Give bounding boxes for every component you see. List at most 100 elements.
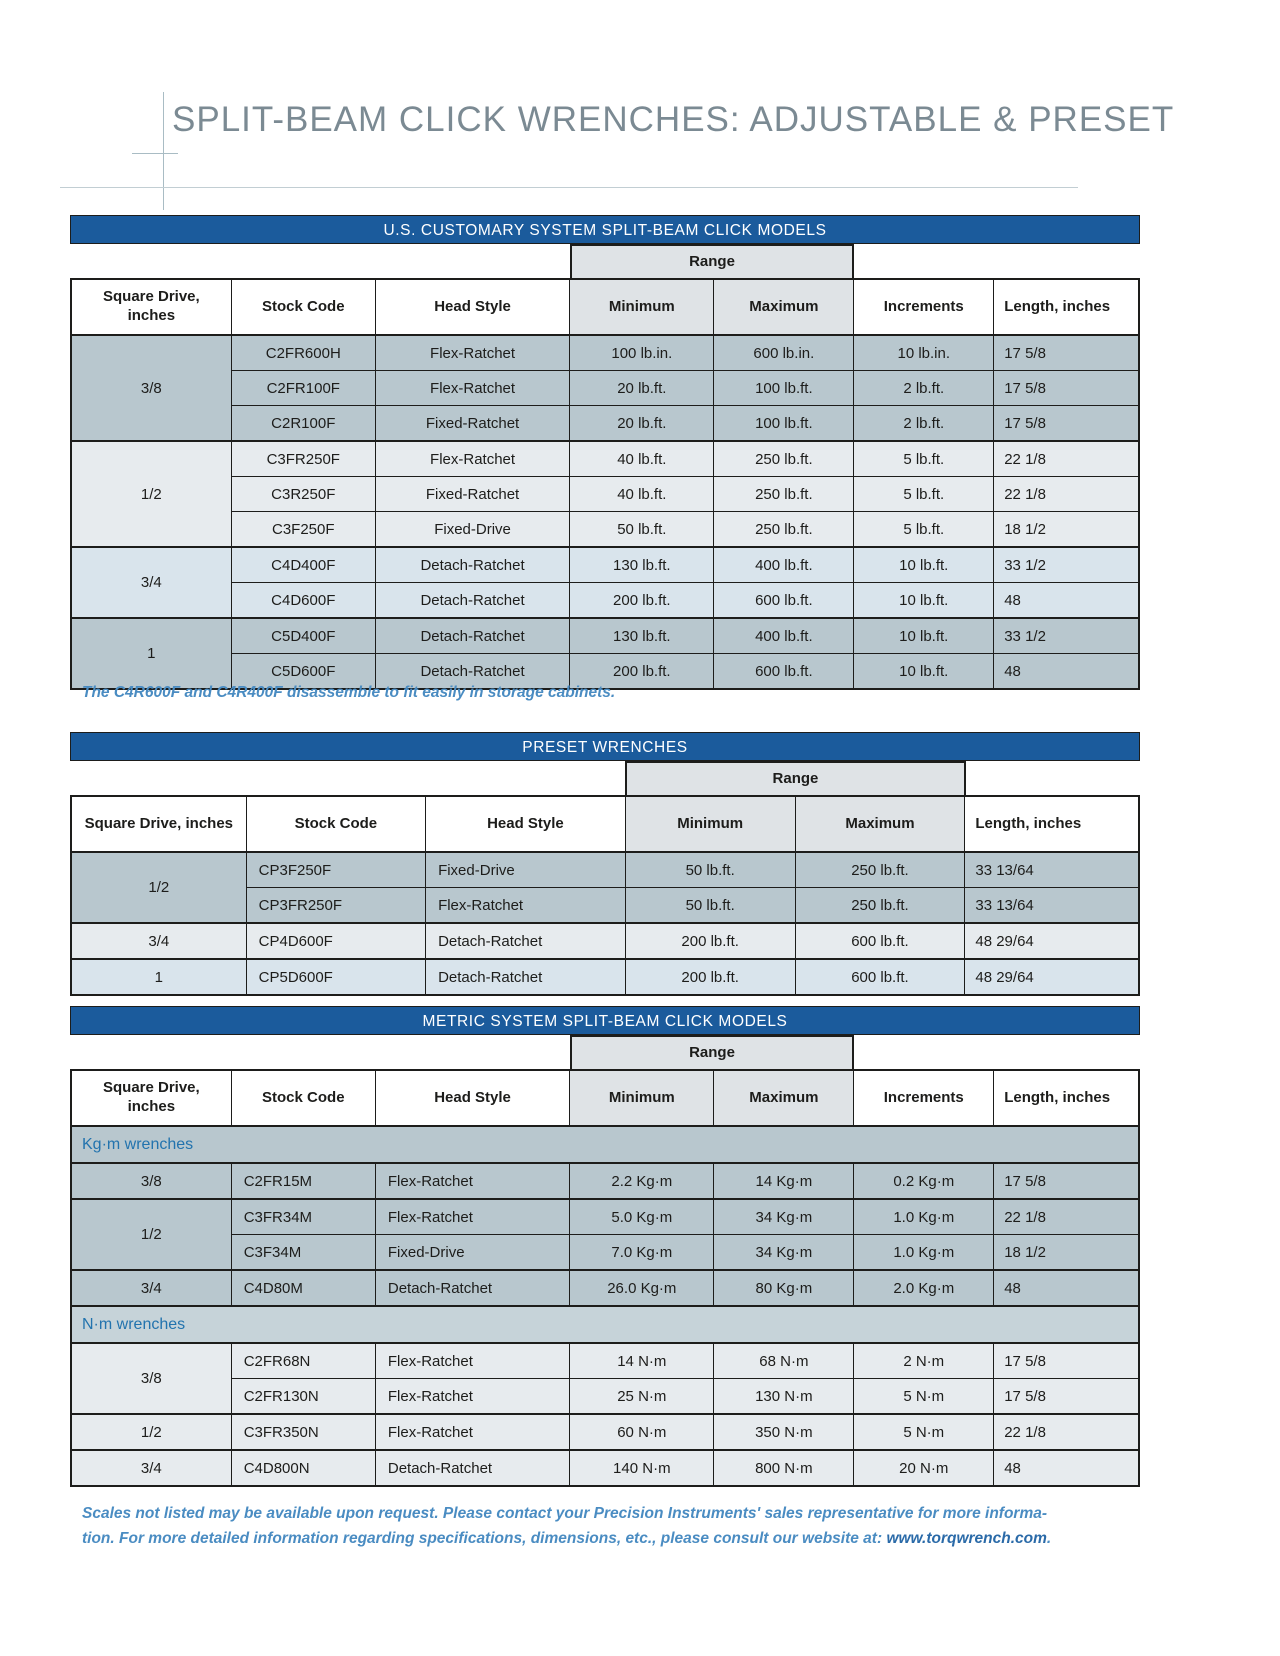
cell-drive: 1/2 <box>70 851 247 924</box>
cell-minimum: 200 lb.ft. <box>569 582 715 619</box>
cell-length: 33 13/64 <box>964 887 1140 924</box>
cell-minimum: 200 lb.ft. <box>624 958 796 996</box>
col-header-stock-code: Stock Code <box>230 1069 376 1127</box>
cell-minimum: 50 lb.ft. <box>569 511 715 548</box>
cell-increments: 10 lb.ft. <box>853 653 995 690</box>
cell-maximum: 80 Kg·m <box>713 1269 855 1307</box>
table-row: 1 CP5D600F Detach-Ratchet 200 lb.ft. 600 lb.… <box>70 958 1140 996</box>
cell-head-style: Detach-Ratchet <box>374 617 571 654</box>
cell-head-style: Flex-Ratchet <box>374 1162 571 1200</box>
cell-maximum: 100 lb.ft. <box>713 370 855 406</box>
col-header-minimum: Minimum <box>569 1069 715 1127</box>
cell-head-style: Flex-Ratchet <box>374 370 571 406</box>
section-label: N·m wrenches <box>70 1305 1140 1344</box>
col-header-length: Length, inches <box>964 795 1140 853</box>
cell-length: 22 1/8 <box>993 1198 1140 1235</box>
cell-head-style: Flex-Ratchet <box>374 1378 571 1415</box>
metric-system-table: METRIC SYSTEM SPLIT-BEAM CLICK MODELS Ra… <box>70 1006 1140 1487</box>
col-header-drive: Square Drive, inches <box>70 278 232 336</box>
cell-minimum: 50 lb.ft. <box>624 887 796 924</box>
metric-table-title-bar: METRIC SYSTEM SPLIT-BEAM CLICK MODELS <box>70 1006 1140 1035</box>
col-header-length: Length, inches <box>993 1069 1140 1127</box>
cell-minimum: 140 N·m <box>569 1449 715 1487</box>
cell-length: 48 29/64 <box>964 958 1140 996</box>
table-row: C2R100F Fixed-Ratchet 20 lb.ft. 100 lb.ft. 2… <box>71 405 1140 442</box>
cell-maximum: 130 N·m <box>713 1378 855 1415</box>
cell-minimum: 130 lb.ft. <box>569 546 715 583</box>
cell-minimum: 14 N·m <box>569 1342 715 1379</box>
cell-head-style: Fixed-Drive <box>374 1234 571 1271</box>
cell-head-style: Detach-Ratchet <box>374 1449 571 1487</box>
table-row: C4D600F Detach-Ratchet 200 lb.ft. 600 lb.ft… <box>71 582 1140 619</box>
cell-head-style: Fixed-Ratchet <box>374 405 571 442</box>
cell-head-style: Fixed-Drive <box>374 511 571 548</box>
cell-minimum: 7.0 Kg·m <box>569 1234 715 1271</box>
cell-maximum: 400 lb.ft. <box>713 546 855 583</box>
cell-stock-code: C3F250F <box>230 511 376 548</box>
cell-length: 48 <box>993 1269 1140 1307</box>
range-strip: Range <box>70 761 1140 795</box>
cell-increments: 5 lb.ft. <box>853 440 995 477</box>
title-divider-line <box>60 187 1078 188</box>
col-header-head-style: Head Style <box>374 278 571 336</box>
footer-line1: Scales not listed may be available upon … <box>82 1505 1048 1522</box>
cell-drive: 3/4 <box>70 1269 232 1307</box>
cell-length: 17 5/8 <box>993 370 1140 406</box>
cell-head-style: Fixed-Drive <box>425 851 626 888</box>
range-strip: Range <box>70 244 1140 278</box>
cell-length: 18 1/2 <box>993 1234 1140 1271</box>
table-row: 1/2 CP3F250F Fixed-Drive 50 lb.ft. 250 lb.ft… <box>70 851 1140 924</box>
website-link[interactable]: www.torqwrench.com <box>886 1529 1047 1547</box>
cell-length: 33 1/2 <box>993 617 1140 654</box>
col-header-maximum: Maximum <box>713 1069 855 1127</box>
cell-increments: 2 N·m <box>853 1342 995 1379</box>
cell-minimum: 25 N·m <box>569 1378 715 1415</box>
crosshair-horizontal-tick <box>132 153 178 154</box>
cell-drive: 1/2 <box>70 1413 232 1451</box>
cell-length: 17 5/8 <box>993 405 1140 442</box>
section-band-row: N·m wrenches <box>70 1305 1140 1344</box>
cell-head-style: Detach-Ratchet <box>374 1269 571 1307</box>
cell-increments: 10 lb.ft. <box>853 582 995 619</box>
col-header-maximum: Maximum <box>794 795 966 853</box>
cell-stock-code: C2FR15M <box>230 1162 376 1200</box>
cell-maximum: 34 Kg·m <box>713 1234 855 1271</box>
cell-increments: 2.0 Kg·m <box>853 1269 995 1307</box>
cell-maximum: 350 N·m <box>713 1413 855 1451</box>
metric-table-grid: Square Drive, inches Stock Code Head Style… <box>70 1069 1140 1487</box>
table-row: 3/8 C2FR15M Flex-Ratchet 2.2 Kg·m 14 Kg·m 0.2… <box>70 1162 1140 1200</box>
cell-length: 48 <box>993 653 1140 690</box>
cell-stock-code: C4D600F <box>230 582 376 619</box>
cell-increments: 0.2 Kg·m <box>853 1162 995 1200</box>
cell-maximum: 250 lb.ft. <box>794 851 966 888</box>
cell-maximum: 14 Kg·m <box>713 1162 855 1200</box>
cell-minimum: 40 lb.ft. <box>569 476 715 512</box>
footer-note: Scales not listed may be available upon … <box>82 1502 1160 1552</box>
cell-increments: 5 lb.ft. <box>853 476 995 512</box>
header-row: Square Drive, inches Stock Code Head Style… <box>70 795 1140 853</box>
cell-drive: 3/8 <box>70 1162 232 1200</box>
cell-minimum: 100 lb.in. <box>569 334 715 371</box>
table-row: 1/2 C3FR34M Flex-Ratchet 5.0 Kg·m 34 Kg·m 1.0… <box>70 1198 1140 1271</box>
cell-stock-code: C4D400F <box>230 546 376 583</box>
cell-stock-code: C4D80M <box>230 1269 376 1307</box>
cell-increments: 10 lb.ft. <box>853 546 995 583</box>
cell-minimum: 2.2 Kg·m <box>569 1162 715 1200</box>
cell-increments: 5 N·m <box>853 1378 995 1415</box>
cell-head-style: Flex-Ratchet <box>374 1413 571 1451</box>
table-row: C3R250F Fixed-Ratchet 40 lb.ft. 250 lb.ft. 5… <box>71 476 1140 512</box>
col-header-increments: Increments <box>853 278 995 336</box>
table-row: 3/8 C2FR68N Flex-Ratchet 14 N·m 68 N·m 2 N·m 1… <box>70 1342 1140 1415</box>
table-row: 1 C5D400F Detach-Ratchet 130 lb.ft. 400 lb.f… <box>70 617 1140 690</box>
table-row: C3F250F Fixed-Drive 50 lb.ft. 250 lb.ft. 5 l… <box>71 511 1140 548</box>
cell-maximum: 600 lb.ft. <box>794 922 966 960</box>
cell-head-style: Flex-Ratchet <box>374 334 571 371</box>
header-row: Square Drive, inches Stock Code Head Style… <box>70 278 1140 336</box>
section-band-row: Kg·m wrenches <box>70 1125 1140 1164</box>
cell-drive: 3/4 <box>70 546 232 619</box>
cell-drive: 3/8 <box>70 334 232 442</box>
cell-minimum: 5.0 Kg·m <box>569 1198 715 1235</box>
footer-line2-prefix: tion. For more detailed information rega… <box>82 1529 887 1547</box>
cell-length: 48 <box>993 1449 1140 1487</box>
cell-length: 33 1/2 <box>993 546 1140 583</box>
